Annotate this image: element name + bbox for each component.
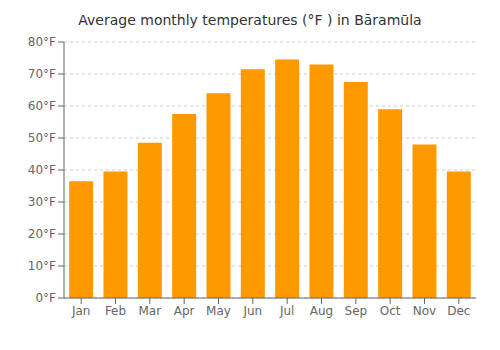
svg-text:40°F: 40°F — [28, 163, 56, 177]
svg-text:10°F: 10°F — [28, 259, 56, 273]
svg-text:Mar: Mar — [139, 304, 162, 318]
svg-text:60°F: 60°F — [28, 99, 56, 113]
svg-text:0°F: 0°F — [35, 291, 56, 305]
svg-text:Dec: Dec — [447, 304, 470, 318]
svg-text:Jan: Jan — [71, 304, 91, 318]
svg-text:Oct: Oct — [380, 304, 401, 318]
svg-text:Sep: Sep — [345, 304, 368, 318]
svg-text:Nov: Nov — [413, 304, 436, 318]
svg-text:30°F: 30°F — [28, 195, 56, 209]
svg-text:Jun: Jun — [242, 304, 262, 318]
svg-text:Apr: Apr — [174, 304, 195, 318]
svg-text:Feb: Feb — [105, 304, 126, 318]
svg-text:50°F: 50°F — [28, 131, 56, 145]
svg-text:Aug: Aug — [310, 304, 333, 318]
svg-text:May: May — [206, 304, 231, 318]
svg-text:20°F: 20°F — [28, 227, 56, 241]
svg-text:80°F: 80°F — [28, 35, 56, 49]
html-text:Average monthly temperatures (: Average monthly temperatures (°F ) in Bā… — [78, 12, 422, 28]
svg-text:Jul: Jul — [279, 304, 294, 318]
svg-text:70°F: 70°F — [28, 67, 56, 81]
